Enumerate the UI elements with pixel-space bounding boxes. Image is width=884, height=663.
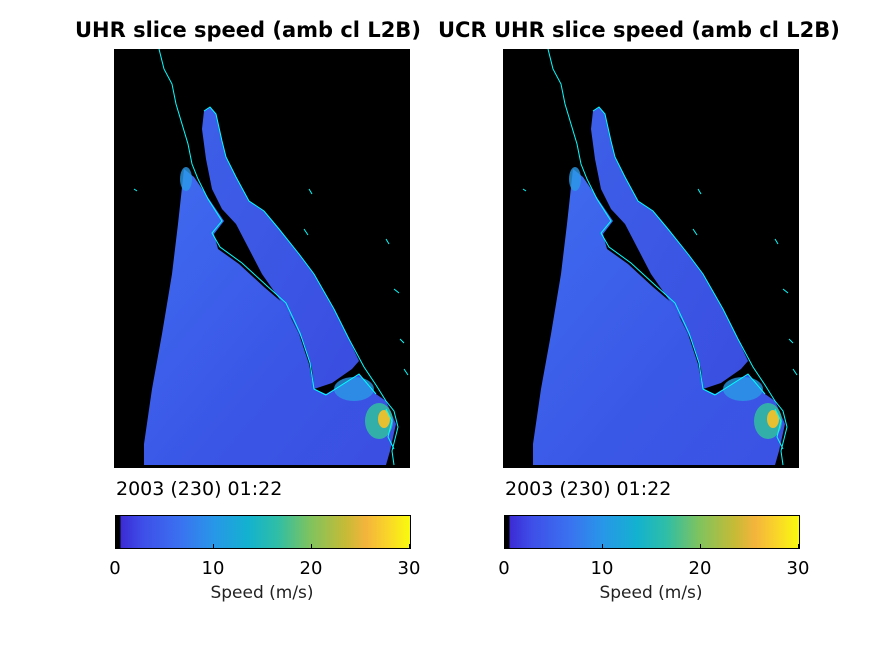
left-colorbar-tickmark bbox=[409, 544, 410, 549]
gulf-swath bbox=[591, 107, 748, 389]
left-colorbar-label: Speed (m/s) bbox=[210, 583, 314, 603]
left-colorbar-tickmark bbox=[115, 544, 116, 549]
left-timestamp: 2003 (230) 01:22 bbox=[116, 478, 283, 500]
right-map-svg bbox=[522, 49, 798, 466]
right-panel-title: UCR UHR slice speed (amb cl L2B) bbox=[438, 18, 840, 42]
wind-patch-peak bbox=[767, 410, 779, 428]
left-map-svg bbox=[133, 49, 409, 466]
right-timestamp: 2003 (230) 01:22 bbox=[505, 478, 672, 500]
pacific-swath bbox=[144, 169, 396, 465]
wind-patch-mid bbox=[334, 377, 374, 401]
pacific-swath bbox=[533, 169, 785, 465]
gulf-swath bbox=[202, 107, 359, 389]
left-colorbar-tickmark bbox=[213, 544, 214, 549]
left-colorbar bbox=[115, 515, 411, 549]
right-colorbar-tickmark bbox=[504, 544, 505, 549]
left-colorbar-tick: 30 bbox=[397, 558, 421, 579]
left-panel-title: UHR slice speed (amb cl L2B) bbox=[75, 18, 421, 42]
left-colorbar-tickmark bbox=[311, 544, 312, 549]
wind-patch-north bbox=[569, 167, 581, 191]
coastlines bbox=[522, 49, 798, 466]
right-colorbar-tickmark bbox=[798, 544, 799, 549]
wind-patch-peak bbox=[378, 410, 390, 428]
wind-patch-mid bbox=[723, 377, 763, 401]
right-colorbar-tick: 10 bbox=[590, 558, 614, 579]
right-colorbar-tickmark bbox=[700, 544, 701, 549]
left-colorbar-tick: 20 bbox=[299, 558, 323, 579]
right-colorbar-tick: 30 bbox=[786, 558, 810, 579]
right-colorbar-tickmark bbox=[602, 544, 603, 549]
coastlines bbox=[133, 49, 409, 466]
right-colorbar-tick: 20 bbox=[688, 558, 712, 579]
right-colorbar bbox=[504, 515, 800, 549]
right-wind-speed-map bbox=[503, 49, 799, 468]
left-colorbar-tick: 10 bbox=[201, 558, 225, 579]
wind-patch-north bbox=[180, 167, 192, 191]
left-colorbar-tick: 0 bbox=[109, 558, 121, 579]
right-colorbar-tick: 0 bbox=[498, 558, 510, 579]
left-wind-speed-map bbox=[114, 49, 410, 468]
right-colorbar-label: Speed (m/s) bbox=[599, 583, 703, 603]
